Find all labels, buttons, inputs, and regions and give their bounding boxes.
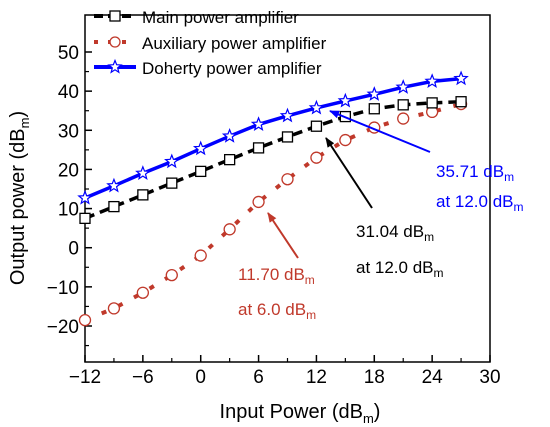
- data-point-star: [135, 165, 151, 180]
- annotation-doherty: 35.71 dBm at 12.0 dBm: [329, 110, 524, 214]
- data-point-circle: [252, 195, 265, 209]
- data-point-circle: [223, 223, 236, 236]
- y-tick-label: 40: [58, 82, 79, 103]
- data-point-star: [453, 70, 469, 86]
- legend-label-main: Main power amplifier: [142, 8, 299, 27]
- legend-marker-square: [109, 10, 121, 22]
- data-point-square: [397, 99, 409, 111]
- data-point-circle: [107, 302, 121, 315]
- data-point-star: [250, 116, 267, 132]
- series-auxiliary: [78, 97, 468, 327]
- data-point-square: [166, 177, 178, 189]
- annotation-doherty-line2: at 12.0 dBm: [436, 192, 524, 214]
- x-tick-label: 30: [479, 367, 500, 388]
- data-point-square: [137, 189, 149, 201]
- y-axis-label-sub: m: [17, 118, 32, 129]
- data-point-circle: [78, 313, 92, 327]
- x-axis-label-close: ): [374, 401, 381, 423]
- data-point-circle: [281, 173, 294, 186]
- annotation-auxiliary-line1: 11.70 dBm: [238, 265, 315, 287]
- data-point-circle: [194, 249, 207, 262]
- data-point-square: [79, 212, 91, 225]
- data-point-star: [366, 86, 383, 101]
- y-tick-label: −10: [47, 278, 79, 299]
- legend-entry-main: Main power amplifier: [94, 8, 299, 27]
- x-tick-label: 24: [422, 367, 444, 388]
- series-layer: [77, 70, 469, 327]
- data-point-square: [108, 200, 120, 213]
- y-tick-label: −20: [47, 317, 79, 338]
- x-tick-label: 0: [195, 367, 206, 388]
- y-tick-label: 10: [58, 200, 79, 221]
- annotation-auxiliary-arrow: [267, 212, 299, 259]
- y-axis-label-close: ): [7, 111, 29, 118]
- x-tick-label: −6: [132, 367, 154, 388]
- annotation-main-arrow: [325, 137, 373, 209]
- data-point-square: [310, 120, 323, 132]
- data-point-star: [192, 140, 209, 156]
- axis-ticks: −12 −6 0 6 12 18 24 30 −20 −10 0 10 20 30 40 50: [47, 43, 501, 388]
- data-point-star: [164, 153, 180, 169]
- x-axis-label-sub: m: [363, 411, 374, 426]
- data-point-star: [337, 92, 354, 108]
- annotation-auxiliary: 11.70 dBm at 6.0 dBm: [238, 212, 316, 322]
- legend-label-doherty: Doherty power amplifier: [142, 59, 322, 78]
- data-point-square: [426, 97, 438, 109]
- annotation-doherty-arrow: [329, 110, 431, 153]
- data-point-star: [221, 128, 238, 143]
- x-axis-label-text: Input Power (dB: [220, 401, 363, 423]
- data-point-circle: [136, 286, 150, 299]
- legend: Main power amplifier Auxiliary power amp…: [94, 8, 327, 78]
- annotation-doherty-line1: 35.71 dBm: [436, 162, 514, 184]
- y-tick-label: 30: [58, 121, 79, 142]
- legend-label-auxiliary: Auxiliary power amplifier: [142, 34, 327, 53]
- legend-entry-doherty: Doherty power amplifier: [94, 58, 322, 78]
- x-tick-label: 18: [364, 367, 385, 388]
- annotation-main-line1: 31.04 dBm: [356, 222, 434, 244]
- data-point-circle: [310, 151, 323, 164]
- y-tick-label: 50: [58, 43, 79, 64]
- legend-marker-star: [107, 58, 123, 74]
- data-point-circle: [165, 268, 178, 282]
- data-point-square: [281, 131, 294, 143]
- series-line: [84, 76, 462, 200]
- y-tick-label: 0: [68, 239, 79, 260]
- data-point-star: [308, 99, 325, 115]
- annotation-main-line2: at 12.0 dBm: [356, 258, 444, 280]
- x-axis-label: Input Power (dBm): [220, 401, 381, 426]
- data-point-circle: [397, 112, 410, 125]
- x-tick-label: −12: [69, 367, 101, 388]
- data-point-circle: [339, 133, 352, 147]
- x-tick-label: 12: [306, 367, 327, 388]
- data-point-square: [195, 165, 207, 178]
- data-point-square: [455, 96, 467, 108]
- data-point-square: [223, 153, 236, 166]
- data-point-star: [77, 189, 93, 205]
- y-tick-label: 20: [58, 160, 79, 181]
- x-tick-label: 6: [253, 367, 264, 388]
- data-point-star: [106, 177, 122, 193]
- annotation-main: 31.04 dBm at 12.0 dBm: [325, 137, 444, 280]
- data-point-square: [252, 142, 265, 154]
- data-point-star: [279, 107, 296, 123]
- annotation-auxiliary-line2: at 6.0 dBm: [238, 300, 316, 322]
- series-doherty: [77, 70, 469, 205]
- data-point-star: [424, 73, 440, 88]
- y-axis-label-text: Output power (dB: [7, 128, 29, 285]
- data-point-square: [368, 103, 380, 115]
- data-point-star: [395, 79, 411, 94]
- legend-entry-auxiliary: Auxiliary power amplifier: [94, 34, 327, 53]
- legend-marker-circle: [109, 36, 121, 48]
- y-axis-label: Output power (dBm): [7, 111, 32, 285]
